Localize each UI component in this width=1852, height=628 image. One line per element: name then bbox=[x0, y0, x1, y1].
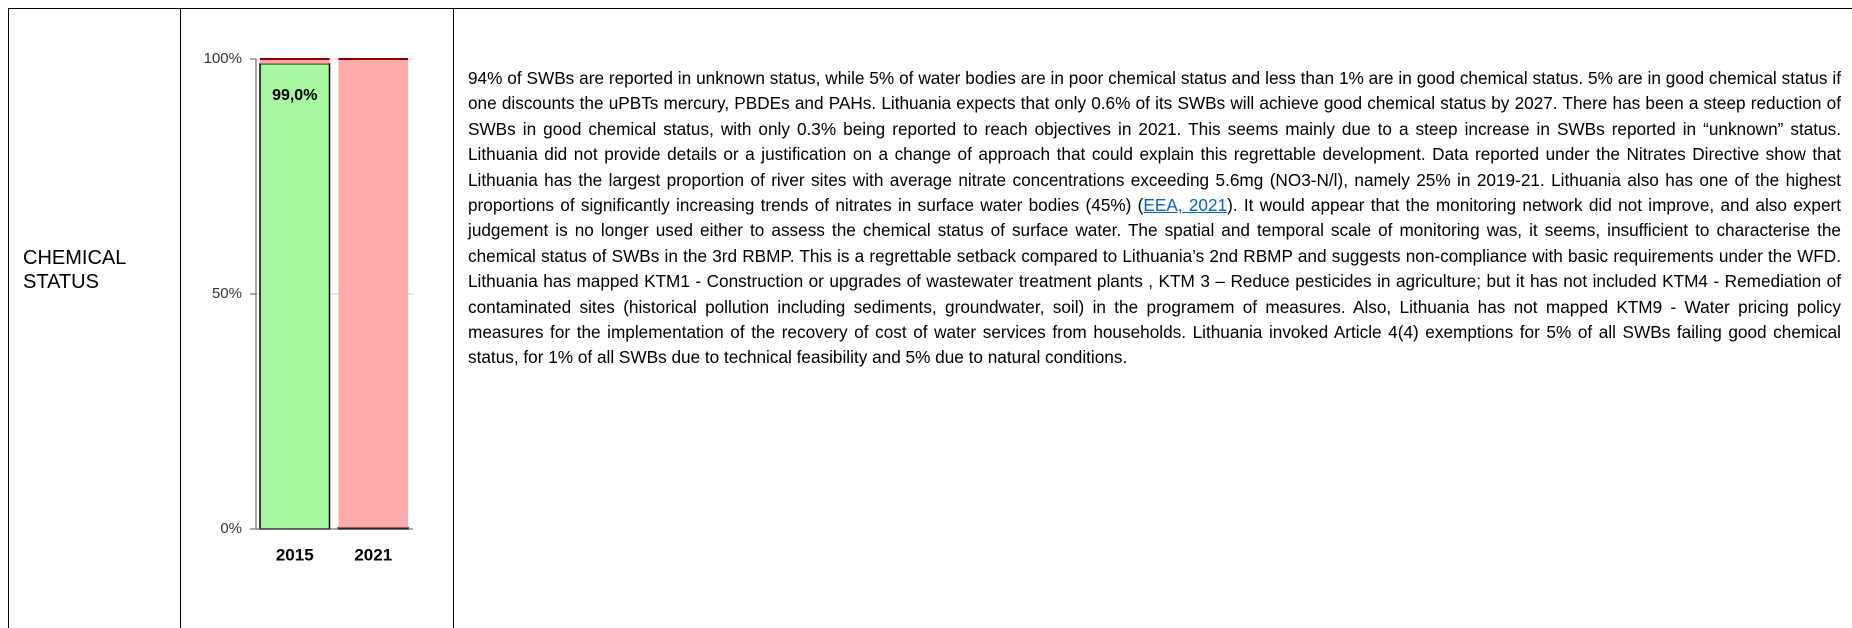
text-cell: 94% of SWBs are reported in unknown stat… bbox=[453, 8, 1852, 628]
y-tick-label: 100% bbox=[204, 50, 242, 67]
x-tick-label: 2021 bbox=[354, 545, 392, 564]
x-tick-label: 2015 bbox=[276, 545, 314, 564]
paragraph: 94% of SWBs are reported in unknown stat… bbox=[468, 66, 1841, 371]
row-label: CHEMICAL STATUS bbox=[23, 247, 126, 293]
text: ). It would appear that the monitoring n… bbox=[468, 195, 1842, 368]
y-tick-label: 50% bbox=[212, 285, 242, 302]
link[interactable]: EEA, 2021 bbox=[1143, 195, 1228, 216]
bar-segment bbox=[338, 59, 408, 528]
bar-segment bbox=[260, 59, 330, 64]
bar-segment bbox=[259, 62, 331, 530]
chart-cell: 0%50%100%99,0%20150,3%2021 bbox=[180, 8, 454, 628]
label-cell: CHEMICAL STATUS bbox=[8, 8, 181, 628]
text: 94% of SWBs are reported in unknown stat… bbox=[468, 68, 1841, 216]
y-tick-label: 0% bbox=[220, 520, 242, 537]
chart: 0%50%100%99,0%20150,3%2021 bbox=[204, 50, 413, 564]
data-label: 99,0% bbox=[272, 87, 317, 104]
